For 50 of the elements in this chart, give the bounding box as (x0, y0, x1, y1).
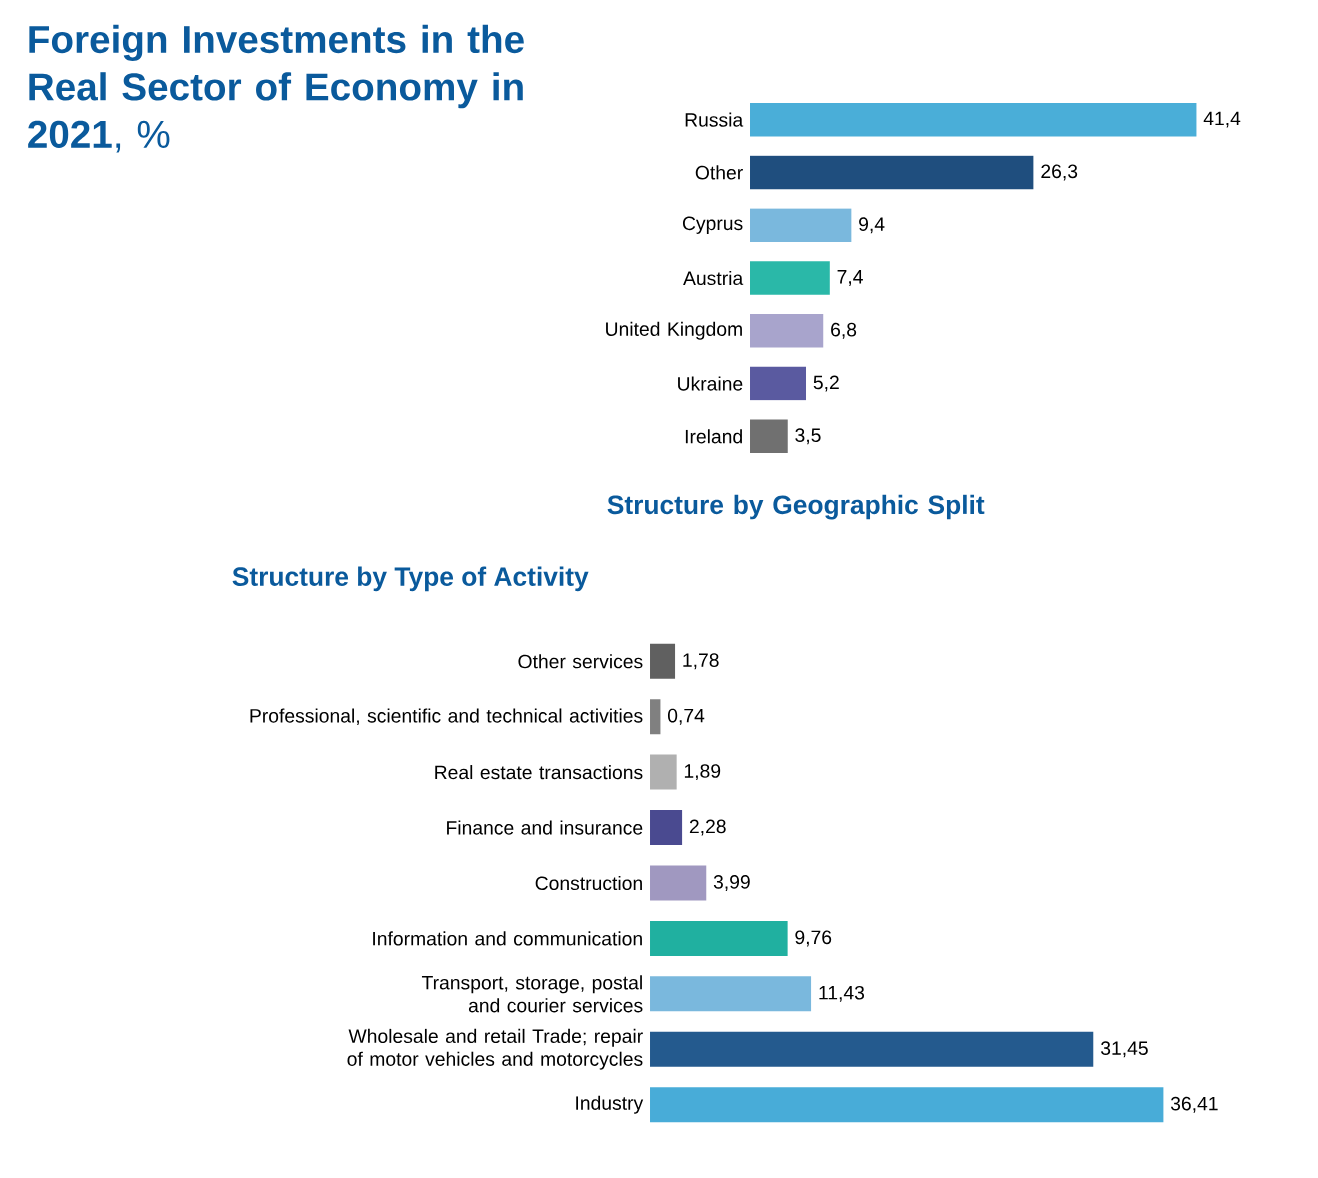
y-tick-label: Finance and insurance (447, 820, 643, 835)
bar (750, 155, 1034, 190)
bar (650, 865, 707, 901)
data-label: 5,2 (813, 375, 839, 392)
bar (650, 754, 677, 790)
data-label: 6,8 (831, 322, 857, 339)
text: Structure by Type of Activity (232, 566, 589, 592)
data-label: 3,5 (795, 428, 821, 445)
text: Foreign Investments in the Real Sector of Economy in 2021, % (28, 24, 524, 153)
y-tick-label: Industry (576, 1095, 644, 1114)
data-label: 1,78 (683, 653, 719, 670)
y-tick-label: Ireland (685, 429, 742, 444)
data-label: 26,3 (1041, 164, 1078, 181)
y-tick-label: Information and communication (373, 931, 642, 946)
y-tick-label: Austria (683, 270, 744, 286)
data-label: 31,45 (1101, 1041, 1148, 1058)
data-label: 41,4 (1203, 111, 1241, 128)
bar (750, 419, 788, 454)
y-tick-label: Cyprus (682, 216, 743, 234)
y-tick-label: Transport, storage, postal and courier services (421, 975, 643, 1013)
data-label: 9,76 (795, 930, 832, 947)
y-tick-label: Russia (685, 112, 744, 127)
data-label: 36,41 (1170, 1096, 1218, 1113)
bar (750, 366, 807, 401)
y-tick-label: Ukraine (678, 376, 743, 391)
y-tick-label: Wholesale and retail Trade; repair of motor vehicles and motorcycles (347, 1028, 643, 1070)
data-label: 3,99 (713, 875, 750, 891)
data-label: 9,4 (859, 217, 885, 234)
bar (650, 1087, 1164, 1123)
bar (750, 314, 824, 348)
y-tick-label: Other (695, 165, 743, 180)
bar (650, 810, 683, 846)
data-label: 11,43 (819, 985, 865, 1002)
data-label: 0,74 (667, 708, 705, 725)
bar (750, 208, 852, 242)
bar (650, 976, 812, 1012)
y-tick-label: Other services (518, 654, 643, 669)
y-tick-label: Construction (535, 875, 642, 891)
y-tick-label: Real estate transactions (435, 765, 643, 780)
y-tick-label: Professional, scientific and technical activities (250, 708, 643, 725)
y-tick-label: United Kingdom (606, 321, 742, 340)
bar (750, 261, 830, 295)
bar (750, 102, 1197, 137)
bar (650, 643, 676, 679)
data-label: 7,4 (837, 270, 863, 286)
data-label: 1,89 (684, 764, 721, 781)
text: Structure by Geographic Split (607, 494, 985, 520)
bar (650, 920, 788, 956)
data-label: 2,28 (689, 819, 726, 836)
bar (650, 1031, 1094, 1067)
